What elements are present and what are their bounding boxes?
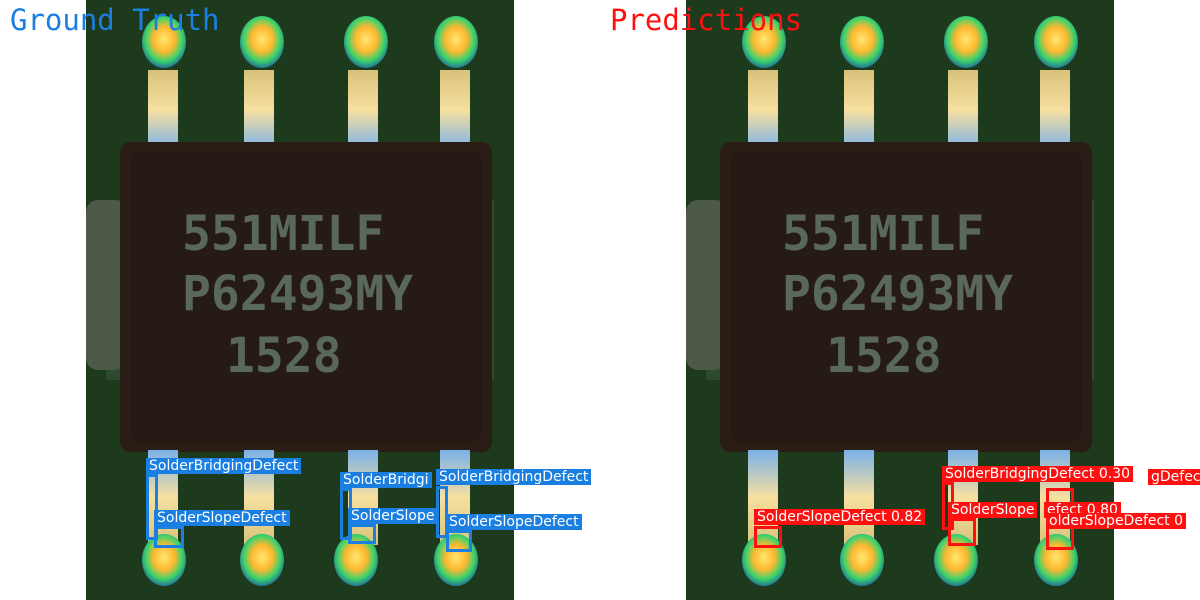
pcb-chip-photo: 551MILF P62493MY 1528 [86, 0, 514, 600]
pred-box-slope-1 [754, 526, 782, 548]
gt-label-slope-1: SolderSlopeDefect [154, 510, 290, 526]
chip-marking-line2-pred: P62493MY [782, 266, 1013, 322]
pred-label-bridging-2: gDefec [1148, 469, 1200, 485]
chip-marking-line3-pred: 1528 [826, 328, 942, 384]
gt-box-slope-3 [446, 530, 472, 552]
gt-box-slope-2 [348, 524, 376, 544]
chip-marking-line1-pred: 551MILF [782, 206, 984, 262]
predictions-title: Predictions [610, 3, 803, 37]
gt-box-bridging-3 [436, 486, 448, 538]
pred-label-slope-2: SolderSlope [948, 502, 1038, 518]
chip-marking-line3: 1528 [226, 328, 342, 384]
gt-box-slope-1 [154, 526, 184, 548]
ground-truth-image: 551MILF P62493MY 1528 [86, 0, 514, 600]
pred-box-slope-2 [948, 518, 976, 546]
pred-label-bridging-1: SolderBridgingDefect 0.30 [942, 466, 1134, 482]
pcb-chip-photo-pred: 551MILF P62493MY 1528 [686, 0, 1114, 600]
gt-label-bridging-1: SolderBridgingDefect [146, 458, 302, 474]
gt-label-bridging-2: SolderBridgi [340, 472, 432, 488]
gt-label-slope-2: SolderSlope [348, 508, 438, 524]
gt-label-bridging-3: SolderBridgingDefect [436, 469, 592, 485]
ground-truth-title: Ground Truth [10, 3, 220, 37]
gt-label-slope-3: SolderSlopeDefect [446, 514, 582, 530]
gt-box-bridging-1 [146, 474, 158, 540]
pred-label-slope-3: olderSlopeDefect 0 [1046, 513, 1187, 529]
pred-label-slope-1: SolderSlopeDefect 0.82 [754, 509, 926, 525]
chip-marking-line2: P62493MY [182, 266, 413, 322]
predictions-image: 551MILF P62493MY 1528 [686, 0, 1114, 600]
chip-marking-line1: 551MILF [182, 206, 384, 262]
